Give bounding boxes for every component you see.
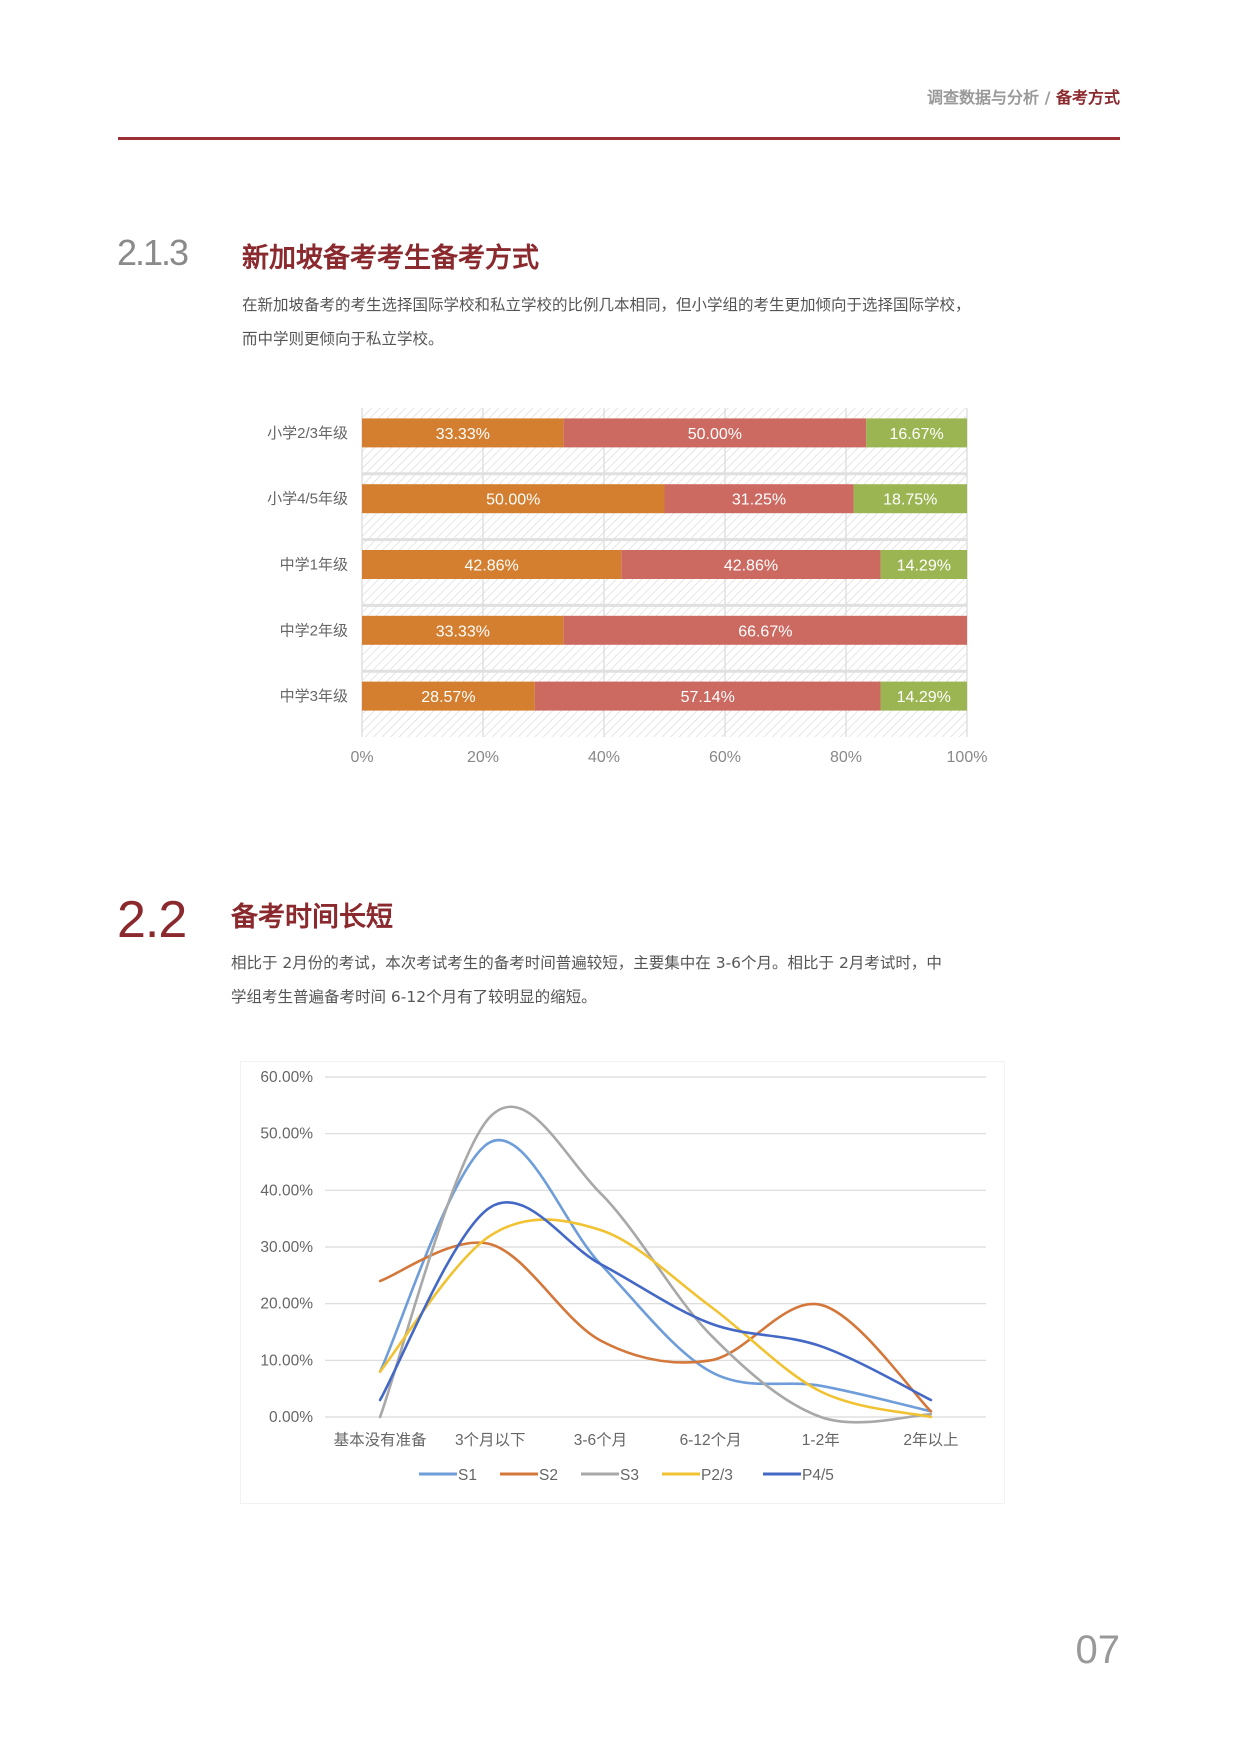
data-label: 14.29%	[897, 689, 951, 706]
series-line-S1	[378, 1138, 933, 1413]
data-label: 31.25%	[732, 492, 786, 509]
data-label: 66.67%	[738, 623, 792, 640]
section-paragraph: 在新加坡备考的考生选择国际学校和私立学校的比例几本相同，但小学组的考生更加倾向于…	[242, 288, 971, 356]
x-tick-label: 0%	[350, 749, 373, 766]
series-line-P2-3	[378, 1218, 933, 1419]
header-separator: /	[1039, 88, 1056, 107]
bar-segment	[866, 418, 967, 448]
header-section: 调查数据与分析	[926, 88, 1039, 107]
x-tick-label: 80%	[830, 749, 862, 766]
paragraph-line: 而中学则更倾向于私立学校。	[242, 330, 444, 348]
x-tick-label: 20%	[467, 749, 499, 766]
line-chart: 0.00% 10.00% 20.00% 30.00% 40.00% 50.00% 60.00…	[240, 1061, 1005, 1504]
y-tick-label: 10.00%	[260, 1352, 313, 1369]
x-tick-label: 100%	[947, 749, 988, 766]
data-label: 42.86%	[465, 558, 519, 575]
section-title: 备考时间长短	[231, 902, 393, 933]
legend-label: S3	[620, 1467, 639, 1484]
category-label: 中学1年级	[280, 557, 348, 574]
series-line-S2	[378, 1241, 933, 1413]
series-line-S3	[378, 1105, 933, 1424]
bar-segment	[563, 615, 967, 645]
x-tick-label: 6-12个月	[680, 1431, 742, 1449]
bar-segment	[621, 550, 881, 579]
x-tick-label: 基本没有准备	[334, 1431, 428, 1449]
legend-label: P2/3	[701, 1467, 733, 1484]
bar-segment	[880, 550, 968, 579]
header-rule	[118, 137, 1120, 140]
running-header: 调查数据与分析 / 备考方式	[927, 84, 1120, 108]
bar-segment	[362, 550, 622, 579]
data-label: 33.33%	[436, 426, 490, 443]
x-tick-label: 2年以上	[903, 1431, 958, 1449]
section-paragraph: 相比于 2月份的考试，本次考试考生的备考时间普遍较短，主要集中在 3-6个月。相…	[231, 946, 942, 1014]
series-line-P4-5	[378, 1201, 933, 1402]
data-label: 28.57%	[421, 689, 475, 706]
category-label: 小学2/3年级	[267, 425, 348, 442]
bar-segment	[563, 418, 867, 448]
data-label: 42.86%	[724, 558, 778, 575]
legend-label: P4/5	[802, 1467, 834, 1484]
y-tick-label: 40.00%	[260, 1182, 313, 1199]
bar-segment	[362, 418, 564, 448]
x-tick-label: 40%	[588, 749, 620, 766]
header-current: 备考方式	[1055, 88, 1120, 107]
paragraph-line: 相比于 2月份的考试，本次考试考生的备考时间普遍较短，主要集中在 3-6个月。相…	[231, 954, 942, 972]
bar-segment	[853, 484, 967, 514]
y-tick-label: 0.00%	[269, 1409, 313, 1426]
legend-label: S1	[458, 1467, 477, 1484]
paragraph-line: 在新加坡备考的考生选择国际学校和私立学校的比例几本相同，但小学组的考生更加倾向于…	[242, 296, 971, 314]
page-number: 07	[1075, 1628, 1121, 1672]
y-tick-label: 30.00%	[260, 1239, 313, 1256]
x-tick-label: 60%	[709, 749, 741, 766]
x-tick-label: 3个月以下	[455, 1431, 526, 1449]
x-tick-label: 3-6个月	[574, 1431, 627, 1449]
data-label: 18.75%	[883, 492, 937, 509]
category-label: 中学2年级	[280, 622, 348, 639]
section-number: 2.2	[117, 891, 187, 949]
category-label: 中学3年级	[280, 688, 348, 705]
data-label: 16.67%	[889, 426, 943, 443]
bar-segment	[362, 681, 535, 711]
data-label: 14.29%	[897, 558, 951, 575]
bar-segment	[362, 615, 564, 645]
category-label: 小学4/5年级	[267, 491, 348, 508]
bar-segment	[880, 681, 967, 711]
paragraph-line: 学组考生普遍备考时间 6-12个月有了较明显的缩短。	[231, 988, 597, 1006]
stacked-bar-chart: 0% 20% 40% 60% 80% 100% 小学2/3年级 33.33% 50.00% 16.…	[267, 408, 988, 766]
data-label: 50.00%	[688, 426, 742, 443]
bar-segment	[534, 681, 881, 711]
y-tick-label: 20.00%	[260, 1296, 313, 1313]
legend-label: S2	[539, 1467, 558, 1484]
bar-segment	[362, 484, 665, 514]
bar-segment	[664, 484, 854, 514]
data-label: 33.33%	[436, 623, 490, 640]
y-tick-label: 60.00%	[260, 1069, 313, 1086]
data-label: 57.14%	[681, 689, 735, 706]
y-tick-label: 50.00%	[260, 1126, 313, 1143]
x-tick-label: 1-2年	[802, 1431, 840, 1449]
section-title: 新加坡备考考生备考方式	[242, 243, 539, 274]
section-number: 2.1.3	[117, 232, 189, 273]
data-label: 50.00%	[486, 492, 540, 509]
